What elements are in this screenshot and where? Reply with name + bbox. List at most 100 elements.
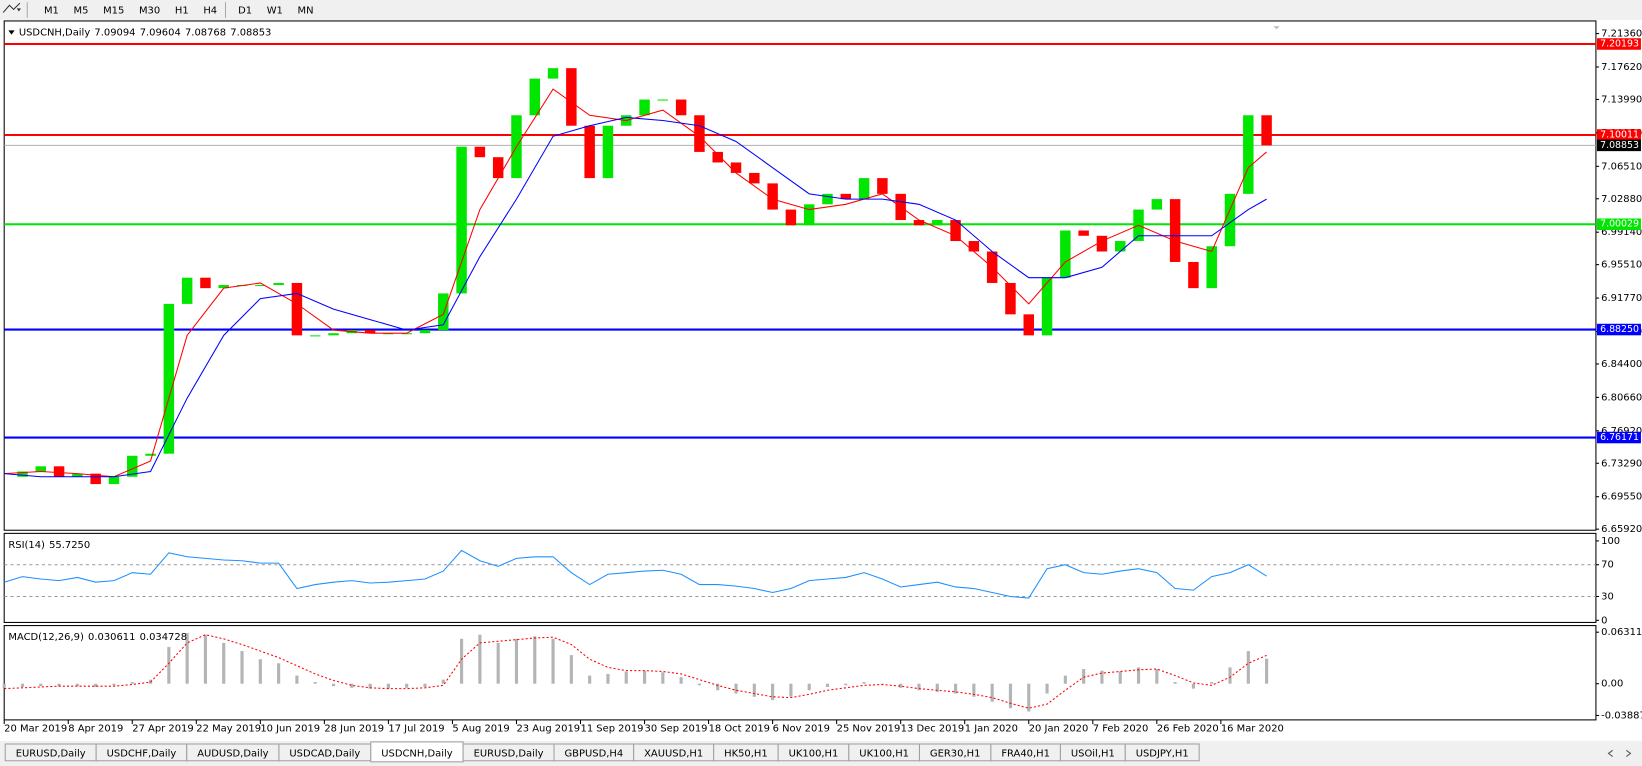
header-value: MACD(12,26,9) [8,632,84,643]
header-value: 7.08853 [230,27,271,38]
tab-label[interactable]: GBPUSD,H4 [564,748,623,759]
x-tick-label: 17 Jul 2019 [388,723,444,734]
histogram-bar [642,670,647,684]
candle [127,455,138,477]
histogram-bar [39,683,43,687]
tab-label[interactable]: USDCNH,Daily [381,748,452,759]
tab-label[interactable]: FRA40,H1 [1001,748,1050,759]
histogram-bar [661,672,665,684]
period-button[interactable]: M5 [74,5,89,16]
histogram-bar [551,638,555,684]
macd-panel [3,625,1597,721]
header-value: 7.09604 [140,27,181,38]
tab-label[interactable]: XAUUSD,H1 [644,748,703,759]
period-button[interactable]: M15 [103,5,124,16]
tab-scroll-left[interactable] [1607,749,1613,757]
x-tick-label: 28 Jun 2019 [324,723,384,734]
header-value: USDCNH,Daily [19,27,90,38]
header-value: 55.7250 [49,540,90,551]
candle [438,293,449,331]
histogram-bar [972,683,976,697]
histogram-bar [862,682,866,684]
candle [419,330,431,334]
tab-label[interactable]: USOil,H1 [1071,748,1115,759]
tab-label[interactable]: UK100,H1 [789,748,839,759]
candle [657,99,669,101]
histogram-bar [1118,671,1122,684]
toolbar-icon[interactable] [2,2,21,13]
header-value: 0.034728 [140,632,187,643]
tab[interactable] [1124,743,1200,762]
tab-label[interactable]: EURUSD,Daily [16,748,86,759]
symbol-menu-arrow[interactable] [8,30,15,35]
y-tick-label: 7.17620 [1601,62,1642,73]
price-label: 7.08853 [1600,140,1639,151]
candle [767,183,778,210]
candle [1151,199,1163,210]
tab-label[interactable]: EURUSD,Daily [474,748,544,759]
histogram-bar [533,636,537,684]
x-tick-label: 20 Mar 2019 [4,723,67,734]
shift-marker [1273,26,1280,30]
candle [1206,246,1217,289]
tab-scroll-right[interactable] [1625,749,1632,757]
x-tick-label: 18 Oct 2019 [709,723,770,734]
histogram-bar [185,633,189,684]
period-button[interactable]: H1 [175,5,189,16]
period-button[interactable]: D1 [238,5,252,16]
histogram-bar [441,679,445,684]
main-panel [3,20,1597,531]
histogram-bar [844,683,848,686]
candle [1261,115,1272,146]
histogram-bar [1210,682,1214,684]
tab-label[interactable]: USDJPY,H1 [1136,748,1189,759]
series-line [4,116,1267,478]
candle [968,241,980,252]
level-label: 7.10011 [1600,130,1639,141]
histogram-bar [405,683,409,688]
histogram-bar [899,683,903,688]
histogram-bar [1155,669,1159,684]
tab-label[interactable]: UK100,H1 [859,748,909,759]
y-tick-label: 6.84400 [1601,359,1642,370]
header-value: 7.08768 [185,27,226,38]
histogram-bar [423,683,427,687]
tab-label[interactable]: GER30,H1 [930,748,980,759]
candle [913,220,925,226]
tab-label[interactable]: HK50,H1 [724,748,768,759]
period-button[interactable]: H4 [203,5,217,16]
tab-label[interactable]: AUDUSD,Daily [197,748,268,759]
header-value: 0.030611 [88,632,135,643]
candle [785,209,797,226]
candle [1060,230,1071,278]
period-button[interactable]: M1 [44,5,59,16]
candle [273,282,284,286]
tab-label[interactable]: USDCAD,Daily [289,748,360,759]
y-tick-label: 0.00 [1601,679,1623,690]
period-button[interactable]: W1 [267,5,283,16]
candle [364,330,376,334]
histogram-bar [679,677,683,684]
histogram-bar [1063,675,1067,684]
candle [1188,261,1199,289]
histogram-bar [1228,667,1232,684]
level-label: 6.88250 [1600,324,1639,335]
candle [566,68,577,126]
period-button[interactable]: M30 [139,5,160,16]
toolbar-dropdown[interactable] [16,8,21,12]
histogram-bar [130,682,134,684]
candle [712,151,723,163]
y-tick-label: 30 [1601,591,1614,602]
x-tick-label: 6 Nov 2019 [773,723,830,734]
tab-label[interactable]: USDCHF,Daily [107,748,177,759]
candle [145,453,156,456]
x-tick-label: 5 Aug 2019 [452,723,509,734]
histogram-bar [94,683,98,687]
series-line [4,549,1267,599]
histogram-bar [496,642,500,684]
y-tick-label: 0 [1601,615,1607,626]
y-tick-label: 6.65920 [1601,524,1642,535]
period-button[interactable]: MN [298,5,314,16]
candle [1005,282,1016,315]
